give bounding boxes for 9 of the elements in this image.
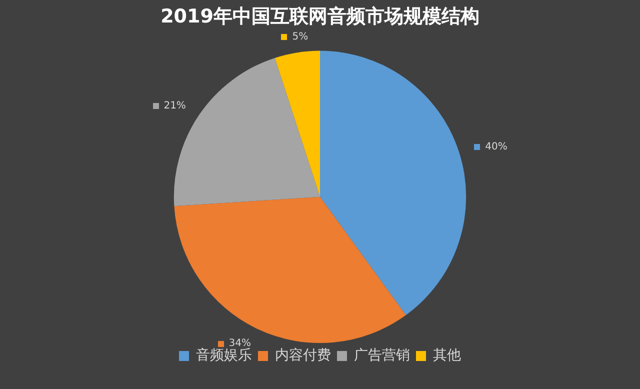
chart-title: 2019年中国互联网音频市场规模结构 [160,5,480,28]
legend-label: 内容付费 [275,348,331,364]
data-label: 21% [164,100,186,112]
data-label: 40% [485,141,508,152]
legend-label: 其他 [433,348,461,364]
legend-label: 广告营销 [354,348,410,364]
data-label: 34% [228,338,251,350]
legend-label: 音频娱乐 [196,348,252,364]
data-label: 5% [292,31,308,42]
